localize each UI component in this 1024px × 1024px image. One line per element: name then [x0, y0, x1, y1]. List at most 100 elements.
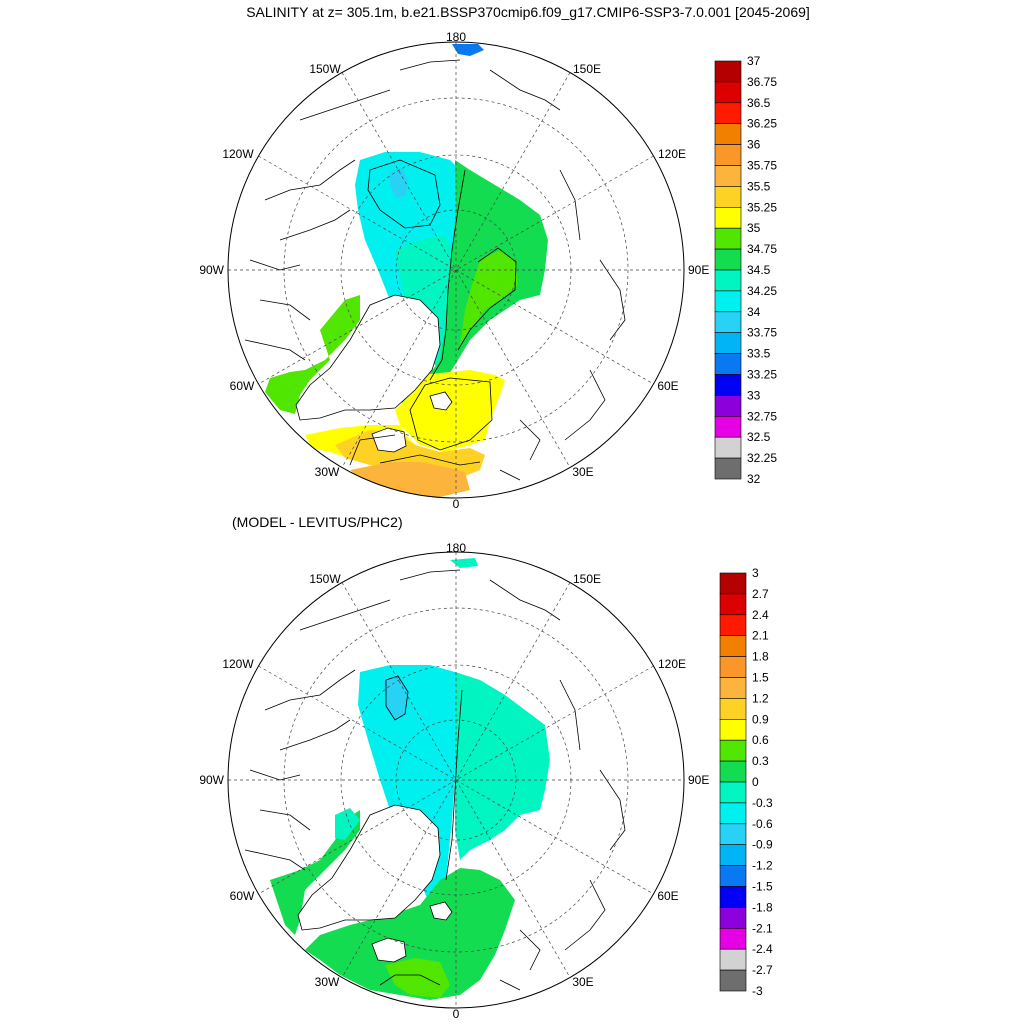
lon-label-60e: 60E	[657, 379, 678, 393]
colorbar-tick-label: -2.4	[752, 942, 773, 956]
colorbar-tick-label: 2.1	[752, 629, 769, 643]
colorbar-swatch	[714, 227, 742, 250]
colorbar-swatch	[714, 102, 742, 125]
colorbar-swatch	[719, 907, 747, 929]
salinity-field-yellow	[395, 370, 505, 452]
colorbar-tick-label: -0.6	[752, 817, 773, 831]
colorbar-swatch	[714, 332, 742, 354]
colorbar-swatch	[714, 415, 742, 438]
colorbar-swatch	[719, 781, 747, 804]
colorbar-swatch	[714, 248, 742, 271]
colorbar-tick-label: 32.5	[747, 430, 771, 444]
colorbar-swatch	[714, 311, 742, 333]
lon-label-90w: 90W	[199, 773, 224, 787]
colorbar-tick-label: 1.8	[752, 650, 769, 664]
lon-label-30w: 30W	[315, 975, 340, 989]
diff-field-green	[305, 868, 515, 1000]
colorbar-swatch	[719, 614, 747, 636]
colorbar-swatch	[714, 374, 742, 396]
colorbar-tick-label: 0.3	[752, 754, 769, 768]
colorbar-swatch	[719, 802, 747, 825]
colorbar-tick-label: 35	[747, 221, 761, 235]
colorbar-tick-label: 36.5	[747, 96, 771, 110]
colorbar-tick-label: -1.2	[752, 859, 773, 873]
figure-title: SALINITY at z= 305.1m, b.e21.BSSP370cmip…	[246, 4, 810, 20]
lon-label-60w: 60W	[230, 379, 255, 393]
colorbar-swatch	[719, 698, 747, 720]
salinity-field-lightgreen	[460, 250, 518, 345]
colorbar-swatch	[719, 572, 747, 595]
lon-label-90e: 90E	[688, 773, 709, 787]
colorbar-swatch	[719, 718, 747, 741]
iceland-land	[371, 937, 407, 963]
salinity-map: 180 0 90W 90E 150W 150E 120W 120E 60W 60…	[199, 30, 709, 511]
difference-colorbar: 3 2.7 2.4 2.1 1.8 1.5 1.2 0.9 0.6 0.3 0 -0.3 -0.6 -0.…	[719, 566, 773, 998]
iceland-land	[371, 427, 407, 453]
lon-label-90e: 90E	[688, 263, 709, 277]
colorbar-tick-label: 35.25	[747, 200, 777, 214]
diff-field-green-atl	[270, 810, 360, 935]
colorbar-swatch	[719, 865, 747, 887]
colorbar-swatch	[719, 948, 747, 971]
colorbar-tick-label: 32.75	[747, 409, 777, 423]
colorbar-tick-label: -0.9	[752, 838, 773, 852]
lon-label-30e: 30E	[572, 975, 593, 989]
colorbar-tick-label: 0.6	[752, 733, 769, 747]
colorbar-swatch	[714, 81, 742, 104]
colorbar-tick-label: 36	[747, 138, 761, 152]
colorbar-tick-label: 37	[747, 54, 761, 68]
lon-label-120w: 120W	[222, 657, 254, 671]
salinity-colorbar: 37 36.75 36.5 36.25 36 35.75 35.5 35.25 35 34.75 3…	[714, 54, 777, 486]
colorbar-tick-label: 34	[747, 305, 761, 319]
lon-label-120e: 120E	[658, 147, 686, 161]
salinity-field-teal	[395, 235, 455, 370]
colorbar-swatch	[714, 395, 742, 417]
colorbar-swatch	[714, 144, 742, 166]
colorbar-tick-label: -3	[752, 984, 763, 998]
salinity-field-gold	[335, 430, 485, 478]
lon-label-150e: 150E	[573, 572, 601, 586]
colorbar-tick-label: 35.5	[747, 179, 771, 193]
salinity-field-blue-top	[452, 44, 484, 56]
colorbar-swatch	[714, 290, 742, 313]
salinity-field-lightgreen-atl	[265, 295, 360, 414]
colorbar-swatch	[719, 886, 747, 908]
svalbard-land	[429, 391, 453, 411]
colorbar-swatch	[719, 635, 747, 657]
colorbar-tick-label: 34.25	[747, 284, 777, 298]
colorbar-tick-label: 1.2	[752, 691, 769, 705]
lon-label-90w: 90W	[199, 263, 224, 277]
colorbar-swatch	[714, 207, 742, 229]
colorbar-tick-label: -1.5	[752, 880, 773, 894]
lon-label-0: 0	[453, 497, 460, 511]
colorbar-swatch	[719, 844, 747, 866]
colorbar-tick-label: 33.25	[747, 368, 777, 382]
lon-label-60e: 60E	[657, 889, 678, 903]
lon-label-30e: 30E	[572, 465, 593, 479]
colorbar-tick-label: 3	[752, 566, 759, 580]
salinity-field-cyan-dark	[390, 168, 408, 198]
lon-label-180: 180	[446, 30, 466, 44]
colorbar-swatch	[714, 269, 742, 292]
colorbar-swatch	[714, 123, 742, 145]
colorbar-tick-label: 35.75	[747, 159, 777, 173]
colorbar-tick-label: 34.5	[747, 263, 771, 277]
difference-map: 180 0 90W 90E 150W 150E 120W 120E 60W 60…	[199, 541, 709, 1021]
lon-label-150e: 150E	[573, 62, 601, 76]
lon-label-60w: 60W	[230, 889, 255, 903]
colorbar-swatch	[714, 165, 742, 187]
colorbar-swatch	[719, 927, 747, 950]
diff-field-teal	[455, 672, 550, 860]
svalbard-land	[429, 901, 453, 921]
colorbar-swatch	[719, 823, 747, 845]
colorbar-tick-label: -2.7	[752, 963, 773, 977]
colorbar-tick-label: 36.25	[747, 117, 777, 131]
diff-field-teal-atl	[335, 808, 360, 840]
colorbar-tick-label: 0.9	[752, 712, 769, 726]
colorbar-tick-label: 32.25	[747, 451, 777, 465]
colorbar-tick-label: 1.5	[752, 671, 769, 685]
colorbar-tick-label: 36.75	[747, 75, 777, 89]
diff-field-teal-top	[450, 558, 478, 568]
lon-label-180: 180	[446, 541, 466, 555]
